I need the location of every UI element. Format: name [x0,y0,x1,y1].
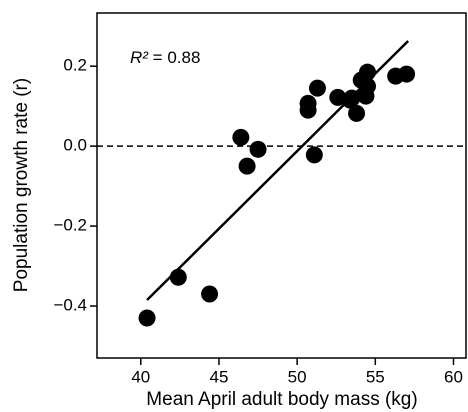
x-tick-label: 50 [288,367,307,386]
point [398,65,416,83]
point [348,104,366,122]
x-tick-label: 60 [444,367,463,386]
y-axis-title: Population growth rate (r) [11,78,32,292]
point [343,89,361,107]
plot-frame [96,12,467,359]
y-tick-label: 0.2 [63,56,87,75]
x-tick-label: 45 [209,367,228,386]
point [201,285,219,303]
y-tick-label: −0.4 [53,296,87,315]
point [358,77,376,95]
point [358,63,376,81]
annotation: R² = 0.88 [130,48,200,67]
x-axis-title: Mean April adult body mass (kg) [146,389,417,410]
point [299,94,317,112]
point [308,79,326,97]
point [249,140,267,158]
point [305,146,323,164]
point [138,309,156,327]
y-tick-label: −0.2 [53,216,87,235]
y-tick-label: 0.0 [63,136,87,155]
point [238,157,256,175]
point [232,128,250,146]
annotation-text: = 0.88 [148,48,200,67]
annotation-symbol: R² [130,48,149,67]
x-tick-label: 55 [366,367,385,386]
point [169,268,187,286]
x-tick-label: 40 [131,367,150,386]
